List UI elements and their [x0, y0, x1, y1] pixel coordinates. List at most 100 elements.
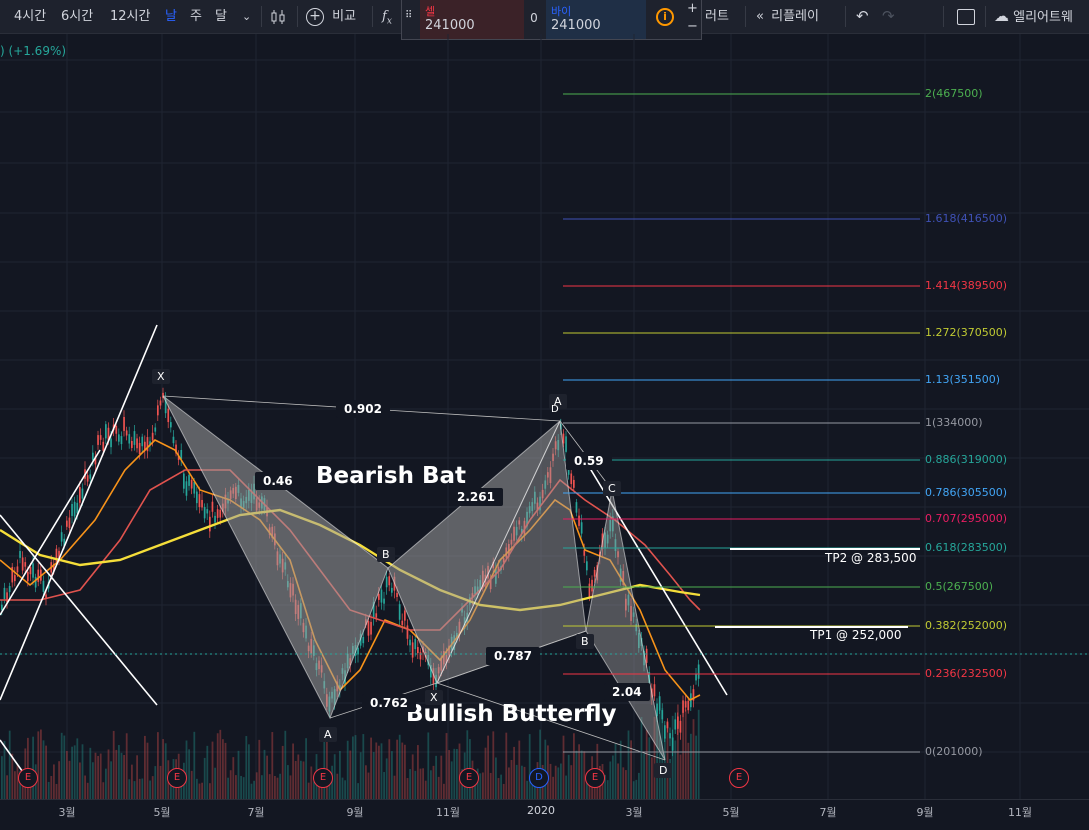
earnings-marker[interactable]: E [313, 768, 333, 788]
volume-bar [560, 763, 562, 799]
dividend-marker[interactable]: D [529, 768, 549, 788]
cloud-alerts-button[interactable]: ☁ 엘리어트웨 [994, 0, 1073, 33]
earnings-marker[interactable]: E [18, 768, 38, 788]
volume-bar [645, 730, 648, 799]
replay-button[interactable]: « 리플레이 [756, 0, 819, 33]
volume-bar [640, 717, 643, 799]
volume-bar [370, 737, 372, 799]
info-icon[interactable]: i [656, 8, 674, 26]
interval-6h[interactable]: 6시간 [61, 9, 94, 24]
candle-body [521, 528, 523, 535]
sell-button[interactable]: 셀 241000 [420, 0, 524, 39]
interval-12h[interactable]: 12시간 [110, 9, 151, 24]
candle-body [89, 474, 92, 479]
volume-bar [1, 756, 3, 799]
drag-handle-icon[interactable]: ⠿ [405, 10, 412, 21]
candle-body [643, 650, 645, 666]
candle-body [175, 444, 177, 454]
volume-bar [622, 767, 625, 799]
volume-bar [398, 734, 401, 799]
candle-body [149, 441, 151, 446]
volume-bar [336, 773, 339, 799]
volume-bar [508, 767, 510, 799]
candle-body [164, 398, 167, 414]
volume-bar [658, 710, 661, 799]
quantity-minus-icon[interactable]: − [687, 19, 698, 34]
volume-bar [367, 772, 370, 799]
candle-body [8, 586, 11, 593]
volume-bar [378, 745, 380, 799]
ratio-2261: 2.261 [449, 488, 503, 506]
fullscreen-icon[interactable] [957, 0, 975, 33]
candle-body [216, 509, 219, 518]
volume-bar [3, 741, 6, 799]
chevron-down-icon[interactable]: ⌄ [242, 10, 252, 23]
moving-averages [0, 439, 701, 701]
volume-bar [66, 750, 68, 799]
quantity-plus-icon[interactable]: + [687, 1, 698, 16]
candle-body [97, 435, 99, 445]
trade-panel: ⠿ 셀 241000 0 바이 241000 i + − [401, 0, 702, 40]
compare-button[interactable]: + 비교 [306, 0, 356, 33]
volume-bar [625, 770, 627, 799]
volume-bar [107, 749, 110, 799]
candle-body [557, 440, 560, 451]
buy-button[interactable]: 바이 241000 [546, 0, 646, 39]
candle-body [502, 558, 505, 563]
volume-bar [690, 733, 692, 799]
redo-icon[interactable]: ↷ [882, 7, 895, 25]
volume-bar [531, 773, 534, 799]
candle-body [614, 539, 617, 552]
volume-bar [190, 770, 193, 799]
candle-body [554, 441, 557, 450]
volume-bar [570, 765, 573, 799]
candle-body [180, 450, 183, 460]
fib-level-label: 0.886(319000) [925, 453, 1008, 466]
volume-bar [279, 773, 281, 799]
candle-body [573, 479, 575, 488]
interval-day[interactable]: 날 [165, 9, 177, 24]
interval-week[interactable]: 주 [190, 9, 202, 24]
volume-bar [443, 783, 445, 799]
candle-body [138, 442, 141, 455]
alert-button-label[interactable]: 러트 [705, 9, 729, 24]
candle-body [37, 569, 40, 582]
volume-bar [635, 779, 638, 799]
volume-bar [349, 750, 352, 799]
candle-body [409, 639, 411, 646]
interval-month[interactable]: 달 [215, 9, 227, 24]
candle-body [682, 700, 684, 713]
undo-icon[interactable]: ↶ [856, 7, 869, 25]
volume-bar [482, 772, 484, 799]
volume-bar [500, 774, 502, 799]
earnings-marker[interactable]: E [459, 768, 479, 788]
candle-body [549, 467, 552, 484]
volume-bar [8, 730, 11, 799]
earnings-marker[interactable]: E [729, 768, 749, 788]
volume-bar [692, 719, 695, 799]
interval-4h[interactable]: 4시간 [14, 9, 47, 24]
earnings-marker[interactable]: E [167, 768, 187, 788]
time-axis-label: 3월 [58, 806, 76, 819]
candle-body [118, 434, 120, 442]
candle-body [586, 561, 588, 571]
volume-bar [37, 731, 40, 799]
volume-bar [674, 740, 677, 799]
time-axis-label: 3월 [625, 806, 643, 819]
volume-bar [310, 766, 313, 799]
earnings-marker[interactable]: E [585, 768, 605, 788]
candle-body [430, 665, 432, 678]
volume-bar [638, 772, 640, 799]
volume-bar [297, 754, 300, 799]
ratio-046: 0.46 [255, 472, 301, 490]
volume-bar [141, 778, 144, 799]
indicators-fx-icon[interactable]: fx [382, 9, 392, 27]
volume-bar [305, 738, 307, 799]
volume-bar [406, 778, 409, 799]
candle-body [695, 674, 697, 681]
volume-bar [341, 777, 344, 799]
candlestick-icon[interactable] [270, 0, 286, 33]
volume-bar [440, 755, 443, 799]
ratio-204: 2.04 [604, 683, 650, 701]
volume-bar [71, 746, 73, 799]
